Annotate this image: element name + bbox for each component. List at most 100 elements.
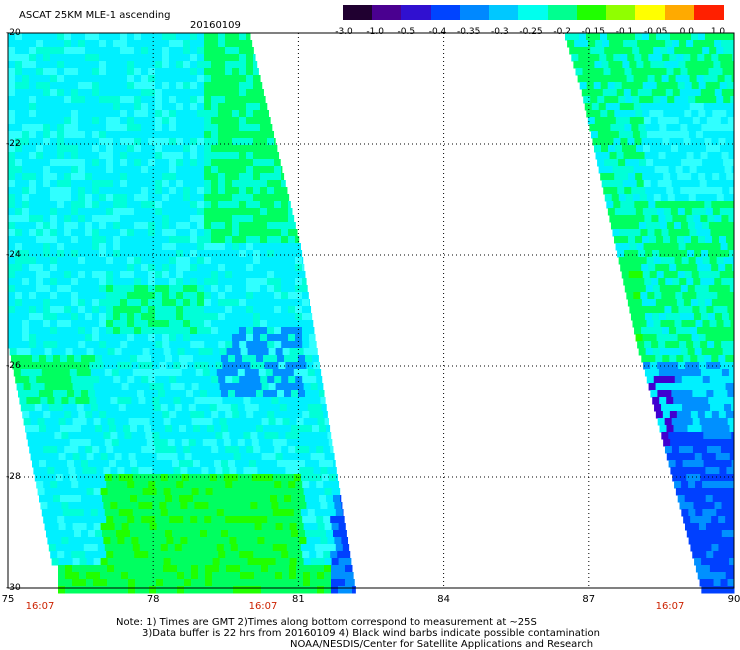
swath-cell [253, 187, 261, 195]
swath-cell [730, 194, 735, 202]
swath-cell [113, 194, 121, 202]
swath-cell [193, 460, 201, 468]
swath-cell [720, 362, 728, 370]
swath-cell [85, 40, 93, 48]
swath-cell [121, 453, 130, 461]
swath-cell [100, 586, 108, 594]
swath-cell [235, 495, 243, 503]
swath-cell [86, 572, 94, 580]
swath-cell [85, 47, 93, 55]
swath-cell [148, 208, 156, 216]
swath-cell [239, 47, 247, 55]
swath-cell [260, 320, 268, 328]
swath-cell [710, 432, 718, 440]
swath-cell [207, 355, 215, 363]
swath-cell [710, 229, 718, 237]
swath-cell [249, 495, 257, 503]
swath-cell [655, 327, 663, 335]
swath-cell [141, 222, 149, 230]
swath-cell [57, 124, 65, 132]
swath-cell [43, 334, 51, 342]
swath-cell [239, 117, 247, 125]
swath-cell [96, 502, 104, 510]
swath-cell [15, 292, 23, 300]
swath-cell [50, 243, 58, 251]
swath-cell [50, 551, 58, 559]
swath-cell [696, 292, 704, 300]
swath-cell [631, 222, 640, 230]
swath-cell [229, 397, 237, 405]
swath-cell [43, 411, 51, 419]
swath-cell [64, 173, 72, 181]
swath-cell [183, 33, 191, 41]
swath-cell [295, 257, 303, 265]
swath-cell [239, 320, 247, 328]
swath-cell [211, 208, 219, 216]
swath-cell [692, 117, 701, 125]
swath-cell [668, 292, 676, 300]
swath-cell [29, 68, 37, 76]
swath-cell [232, 166, 240, 174]
swath-cell [86, 488, 95, 496]
swath-cell [303, 565, 311, 573]
swath-cell [169, 327, 177, 335]
swath-cell [285, 537, 293, 545]
swath-cell [134, 145, 142, 153]
swath-cell [204, 236, 212, 244]
swath-cell [106, 110, 114, 118]
swath-cell [103, 362, 111, 370]
swath-cell [727, 446, 735, 454]
swath-cell [622, 145, 630, 153]
swath-cell [162, 292, 170, 300]
swath-cell [204, 173, 212, 181]
swath-cell [193, 355, 201, 363]
swath-cell [625, 96, 633, 104]
swath-cell [204, 47, 212, 55]
swath-cell [651, 341, 659, 349]
swath-cell [113, 481, 121, 489]
swath-cell [716, 194, 725, 202]
swath-cell [253, 243, 261, 251]
swath-cell [298, 425, 306, 433]
swath-cell [706, 61, 714, 69]
swath-cell [709, 481, 717, 489]
swath-cell [621, 82, 630, 90]
swath-cell [267, 551, 275, 559]
swath-cell [709, 159, 717, 167]
swath-cell [197, 264, 205, 272]
swath-cell [267, 180, 275, 188]
swath-cell [253, 285, 261, 293]
swath-cell [615, 117, 624, 125]
swath-cell [232, 110, 240, 118]
swath-cell [78, 516, 86, 524]
swath-cell [232, 334, 240, 342]
swath-cell [113, 264, 121, 272]
swath-cell [728, 369, 735, 377]
swath-cell [261, 586, 269, 594]
swath-cell [64, 40, 72, 48]
swath-cell [43, 264, 51, 272]
swath-cell [85, 110, 93, 118]
swath-cell [649, 33, 657, 41]
swath-cell [58, 523, 67, 531]
swath-cell [68, 502, 76, 510]
swath-cell [148, 131, 156, 139]
swath-cell [174, 474, 183, 482]
swath-cell [230, 404, 239, 412]
swath-cell [223, 544, 232, 552]
swath-cell [253, 215, 261, 223]
swath-cell [310, 418, 319, 426]
swath-cell [719, 439, 727, 447]
swath-cell [57, 446, 65, 454]
swath-cell [636, 117, 645, 125]
swath-cell [78, 222, 86, 230]
swath-cell [54, 362, 62, 370]
swath-cell [664, 418, 673, 426]
swath-cell [707, 152, 716, 160]
swath-cell [630, 313, 639, 321]
swath-cell [212, 565, 220, 573]
swath-cell [141, 334, 149, 342]
swath-cell [295, 516, 303, 524]
swath-cell [260, 103, 268, 111]
swath-cell [134, 264, 142, 272]
